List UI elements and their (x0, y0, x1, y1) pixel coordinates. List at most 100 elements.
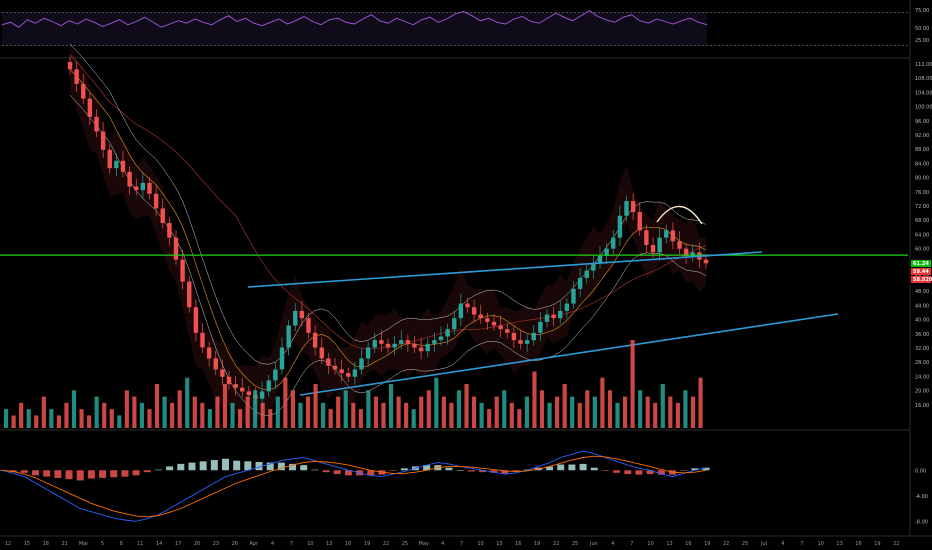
volume-bar (34, 415, 39, 428)
volume-bar (64, 402, 69, 428)
candle-body (471, 307, 477, 315)
price-badge-label: 59.44 (913, 269, 929, 275)
candle-body (518, 340, 523, 344)
macd-histogram-bar (154, 469, 162, 471)
macd-tick-label: -4.00 (915, 494, 928, 500)
macd-tick-label: 0.00 (915, 468, 926, 474)
volume-bar (547, 402, 552, 428)
candle-body (147, 182, 152, 194)
volume-bar (456, 390, 462, 428)
price-tick-label: 28.00 (915, 360, 929, 366)
macd-histogram-bar (467, 470, 475, 472)
volume-bar (147, 409, 152, 428)
candle-body (432, 340, 437, 344)
volume-bar (305, 396, 311, 428)
volume-bar (132, 396, 137, 428)
candle-body (458, 303, 464, 319)
volume-bar (154, 384, 160, 428)
time-tick-label: 13 (496, 541, 502, 547)
candle-body (127, 171, 132, 187)
volume-bar (321, 402, 326, 428)
macd-histogram-bar (99, 470, 107, 478)
time-tick-label: 16 (345, 541, 351, 547)
macd-histogram-bar (43, 470, 51, 477)
candle-body (531, 332, 536, 341)
volume-bar (343, 390, 348, 428)
volume-bar (434, 377, 439, 428)
volume-bar (230, 402, 235, 428)
macd-histogram-bar (512, 470, 520, 472)
volume-bar (607, 390, 613, 428)
candle-body (226, 376, 232, 385)
candle-body (306, 318, 311, 333)
candle-body (670, 230, 676, 242)
time-tick-label: 7 (800, 541, 803, 547)
volume-bar (426, 390, 431, 428)
candle-body (240, 387, 245, 392)
candle-body (597, 255, 603, 264)
candle-body (664, 230, 669, 238)
macd-line (1, 450, 707, 522)
volume-bar (683, 390, 688, 428)
macd-histogram-bar (110, 470, 118, 478)
candle-body (233, 384, 238, 388)
candle-body (564, 303, 570, 311)
time-tick-label: 18 (43, 541, 49, 547)
candle-body (74, 69, 79, 84)
time-tick-label: 21 (62, 541, 68, 547)
macd-histogram-bar (423, 465, 431, 471)
volume-bar (41, 396, 46, 428)
time-tick-label: 10 (477, 541, 483, 547)
candle-body (491, 321, 497, 326)
price-tick-label: 64.00 (915, 232, 929, 238)
candle-body (544, 314, 550, 322)
time-tick-label: 25 (402, 541, 408, 547)
candle-body (624, 201, 629, 216)
time-tick-label: 22 (723, 541, 729, 547)
volume-bar (381, 402, 386, 428)
volume-bar (396, 396, 401, 428)
candle-body (339, 369, 344, 374)
macd-histogram-bar (277, 462, 285, 471)
candle-body (418, 347, 424, 352)
macd-histogram-bar (601, 470, 609, 471)
volume-bar (275, 396, 280, 428)
macd-histogram-bar (333, 470, 341, 475)
candle-body (445, 329, 450, 337)
time-tick-label: 20 (194, 541, 200, 547)
rsi-band (2, 12, 707, 46)
candle-body (259, 391, 265, 399)
candle-body (399, 340, 404, 344)
time-tick-label: 7 (290, 541, 293, 547)
candle-body (293, 310, 298, 326)
volume-bar (585, 390, 590, 428)
price-tick-label: 96.00 (915, 119, 929, 125)
rsi-line (1, 10, 708, 28)
macd-histogram-bar (255, 461, 263, 471)
macd-histogram-bar (322, 470, 330, 473)
time-tick-label: 26 (232, 541, 238, 547)
time-tick-label: 17 (175, 541, 181, 547)
macd-histogram-bar (613, 470, 621, 473)
time-tick-label: 4 (271, 541, 274, 547)
volume-bar (139, 402, 145, 428)
volume-bar (653, 402, 658, 428)
volume-bar (539, 390, 545, 428)
time-tick-label: 19 (874, 541, 880, 547)
candle-body (617, 215, 623, 238)
volume-bar (502, 390, 507, 428)
macd-histogram-bar (691, 468, 699, 471)
candle-body (591, 263, 596, 271)
time-tick-label: 22 (553, 541, 559, 547)
candle-body (485, 318, 490, 322)
time-tick-label: 19 (534, 541, 540, 547)
volume-bar (494, 396, 499, 428)
price-badge-label: 58.9207 (913, 277, 932, 283)
rsi-tick-label: 75.00 (915, 8, 929, 14)
time-tick-label: 16 (515, 541, 521, 547)
volume-bar (555, 396, 560, 428)
candle-body (326, 358, 331, 366)
price-tick-label: 44.00 (915, 303, 929, 309)
